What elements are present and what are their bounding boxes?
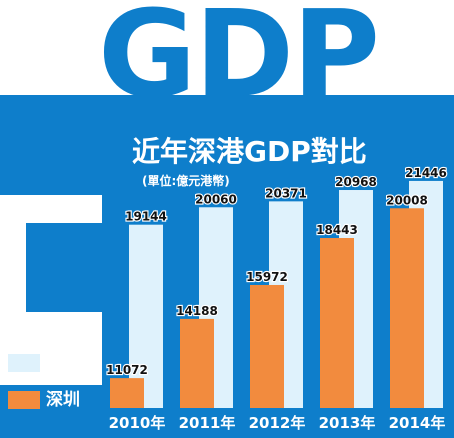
x-tick-label-2013: 2013年	[319, 414, 376, 432]
bar-shenzhen-2014	[390, 208, 424, 408]
value-label-hong-kong-2011: 20060	[195, 192, 237, 206]
value-labels-layer: 19144 11072 20060 14188 20371 15972 20968 18443…	[105, 165, 448, 378]
value-label-shenzhen-2011: 14188	[176, 304, 218, 318]
big-gdp-title: GDP	[98, 0, 380, 125]
value-label-shenzhen-2010: 11072	[106, 363, 148, 377]
x-tick-labels-layer: 2010年 2011年 2012年 2013年 2014年	[109, 414, 446, 432]
value-label-shenzhen-2013: 18443	[316, 223, 358, 237]
x-tick-label-2011: 2011年	[179, 414, 236, 432]
x-tick-label-2012: 2012年	[249, 414, 306, 432]
legend-swatch-shenzhen	[8, 391, 40, 409]
legend-label-hong-kong: 香港	[46, 353, 80, 373]
value-label-hong-kong-2010: 19144	[125, 210, 167, 224]
legend-swatch-hong-kong	[8, 354, 40, 372]
bar-hong-kong-2010	[129, 224, 163, 408]
bar-shenzhen-2010	[110, 378, 144, 408]
x-tick-label-2010: 2010年	[109, 414, 166, 432]
bar-shenzhen-2012	[250, 284, 284, 408]
value-label-shenzhen-2014: 20008	[386, 193, 428, 207]
chart-subtitle: (單位:億元港幣)	[142, 174, 230, 188]
value-label-hong-kong-2013: 20968	[335, 175, 377, 189]
bar-shenzhen-2011	[180, 318, 214, 408]
value-label-shenzhen-2012: 15972	[246, 270, 288, 284]
legend-label-shenzhen: 深圳	[46, 390, 80, 410]
x-tick-label-2014: 2014年	[389, 414, 446, 432]
legend-item-shenzhen: 深圳	[8, 389, 88, 411]
legend-item-hong-kong: 香港	[8, 352, 88, 374]
value-label-hong-kong-2014: 21446	[405, 166, 447, 180]
bar-shenzhen-2013	[320, 238, 354, 408]
value-label-hong-kong-2012: 20371	[265, 186, 307, 200]
bars-layer	[110, 180, 443, 408]
chart-title: 近年深港GDP對比	[132, 135, 367, 168]
